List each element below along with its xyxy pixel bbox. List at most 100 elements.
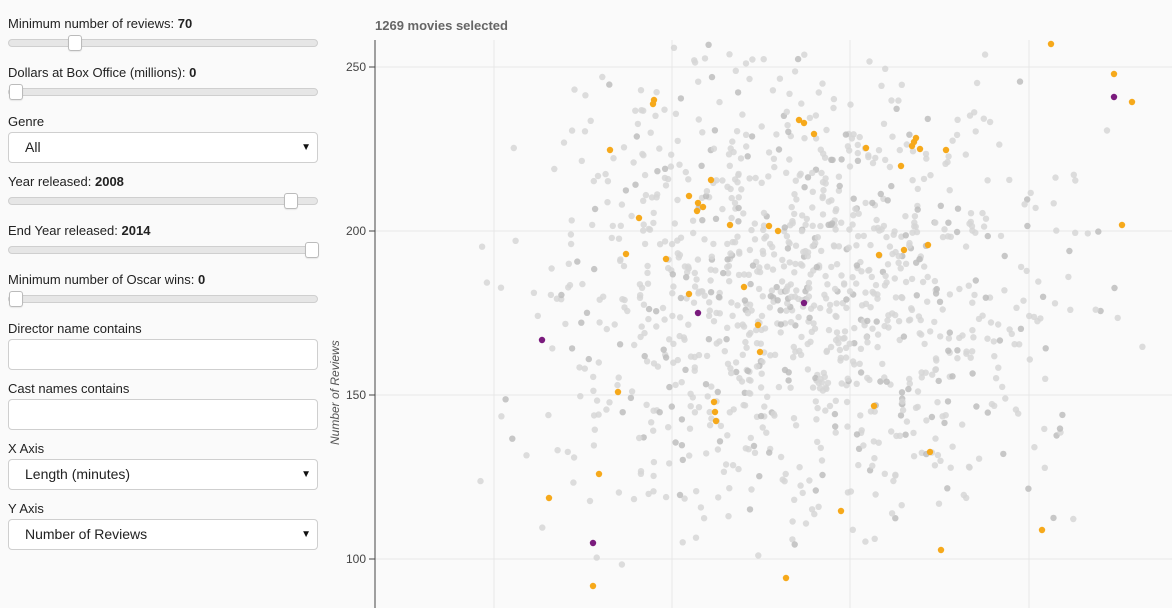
data-point[interactable] (724, 324, 731, 331)
data-point[interactable] (656, 241, 664, 248)
data-point[interactable] (695, 78, 702, 85)
data-point[interactable] (762, 233, 770, 240)
data-point[interactable] (982, 294, 989, 301)
data-point[interactable] (984, 232, 991, 240)
data-point[interactable] (931, 318, 938, 326)
data-point[interactable] (919, 278, 927, 286)
highlight-point-orange[interactable] (937, 546, 945, 554)
data-point[interactable] (723, 336, 730, 343)
data-point[interactable] (750, 442, 758, 450)
data-point[interactable] (699, 288, 706, 295)
data-point[interactable] (783, 108, 790, 116)
data-point[interactable] (768, 287, 776, 294)
data-point[interactable] (785, 128, 792, 135)
data-point[interactable] (654, 168, 661, 175)
data-point[interactable] (947, 464, 954, 471)
box-office-slider-thumb[interactable] (9, 84, 23, 100)
data-point[interactable] (724, 270, 732, 277)
y-axis-select[interactable]: Number of Reviews ▼ (8, 519, 318, 550)
data-point[interactable] (967, 210, 975, 217)
data-point[interactable] (833, 261, 841, 268)
data-point[interactable] (791, 269, 798, 276)
data-point[interactable] (854, 141, 861, 149)
data-point[interactable] (937, 202, 944, 209)
data-point[interactable] (830, 104, 837, 112)
data-point[interactable] (760, 226, 767, 234)
data-point[interactable] (888, 510, 896, 517)
data-point[interactable] (735, 218, 742, 225)
data-point[interactable] (954, 355, 961, 362)
data-point[interactable] (791, 210, 798, 218)
data-point[interactable] (835, 243, 843, 250)
highlight-point-orange[interactable] (800, 119, 808, 127)
data-point[interactable] (844, 375, 851, 382)
data-point[interactable] (790, 343, 797, 351)
data-point[interactable] (873, 216, 880, 224)
data-point[interactable] (711, 127, 719, 134)
box-office-slider[interactable] (8, 84, 318, 100)
data-point[interactable] (726, 278, 733, 285)
data-point[interactable] (570, 479, 577, 486)
data-point[interactable] (979, 209, 986, 217)
data-point[interactable] (755, 552, 762, 559)
data-point[interactable] (770, 251, 778, 258)
data-point[interactable] (914, 185, 921, 193)
data-point[interactable] (647, 129, 654, 136)
data-point[interactable] (637, 87, 645, 94)
highlight-point-orange[interactable] (635, 214, 643, 222)
data-point[interactable] (715, 293, 723, 301)
data-point[interactable] (632, 107, 639, 114)
data-point[interactable] (726, 162, 733, 169)
data-point[interactable] (804, 174, 812, 181)
data-point[interactable] (661, 165, 669, 172)
data-point[interactable] (777, 453, 785, 461)
data-point[interactable] (808, 506, 816, 513)
data-point[interactable] (742, 131, 750, 138)
data-point[interactable] (829, 156, 836, 164)
data-point[interactable] (818, 247, 825, 255)
data-point[interactable] (719, 205, 726, 213)
data-point[interactable] (870, 438, 877, 445)
data-point[interactable] (823, 126, 830, 134)
data-point[interactable] (660, 346, 667, 353)
data-point[interactable] (676, 314, 684, 321)
data-point[interactable] (691, 283, 699, 290)
data-point[interactable] (847, 101, 854, 108)
data-point[interactable] (566, 281, 574, 289)
data-point[interactable] (931, 277, 939, 285)
data-point[interactable] (892, 294, 900, 301)
data-point[interactable] (869, 288, 876, 296)
data-point[interactable] (890, 231, 897, 238)
data-point[interactable] (741, 271, 748, 278)
data-point[interactable] (703, 188, 711, 195)
data-point[interactable] (918, 374, 925, 381)
data-point[interactable] (865, 267, 872, 274)
highlight-point-orange[interactable] (545, 494, 553, 502)
data-point[interactable] (784, 122, 791, 129)
highlight-point-orange[interactable] (782, 574, 790, 582)
data-point[interactable] (682, 366, 689, 373)
data-point[interactable] (883, 279, 890, 286)
data-point[interactable] (906, 380, 913, 387)
highlight-point-orange[interactable] (606, 146, 614, 154)
data-point[interactable] (1031, 444, 1038, 451)
data-point[interactable] (682, 168, 689, 176)
data-point[interactable] (949, 373, 956, 380)
data-point[interactable] (735, 194, 742, 201)
data-point[interactable] (705, 336, 713, 343)
data-point[interactable] (777, 321, 785, 328)
x-axis-select[interactable]: Length (minutes) ▼ (8, 459, 318, 490)
data-point[interactable] (1016, 78, 1024, 85)
highlight-point-orange[interactable] (595, 470, 603, 478)
data-point[interactable] (767, 293, 774, 300)
data-point[interactable] (796, 347, 803, 355)
data-point[interactable] (971, 291, 978, 299)
highlight-point-orange[interactable] (754, 321, 762, 329)
highlight-point-orange[interactable] (795, 116, 803, 124)
data-point[interactable] (811, 325, 819, 332)
data-point[interactable] (982, 215, 990, 222)
data-point[interactable] (634, 120, 642, 128)
data-point[interactable] (787, 384, 794, 391)
data-point[interactable] (991, 353, 998, 360)
data-point[interactable] (627, 394, 635, 402)
